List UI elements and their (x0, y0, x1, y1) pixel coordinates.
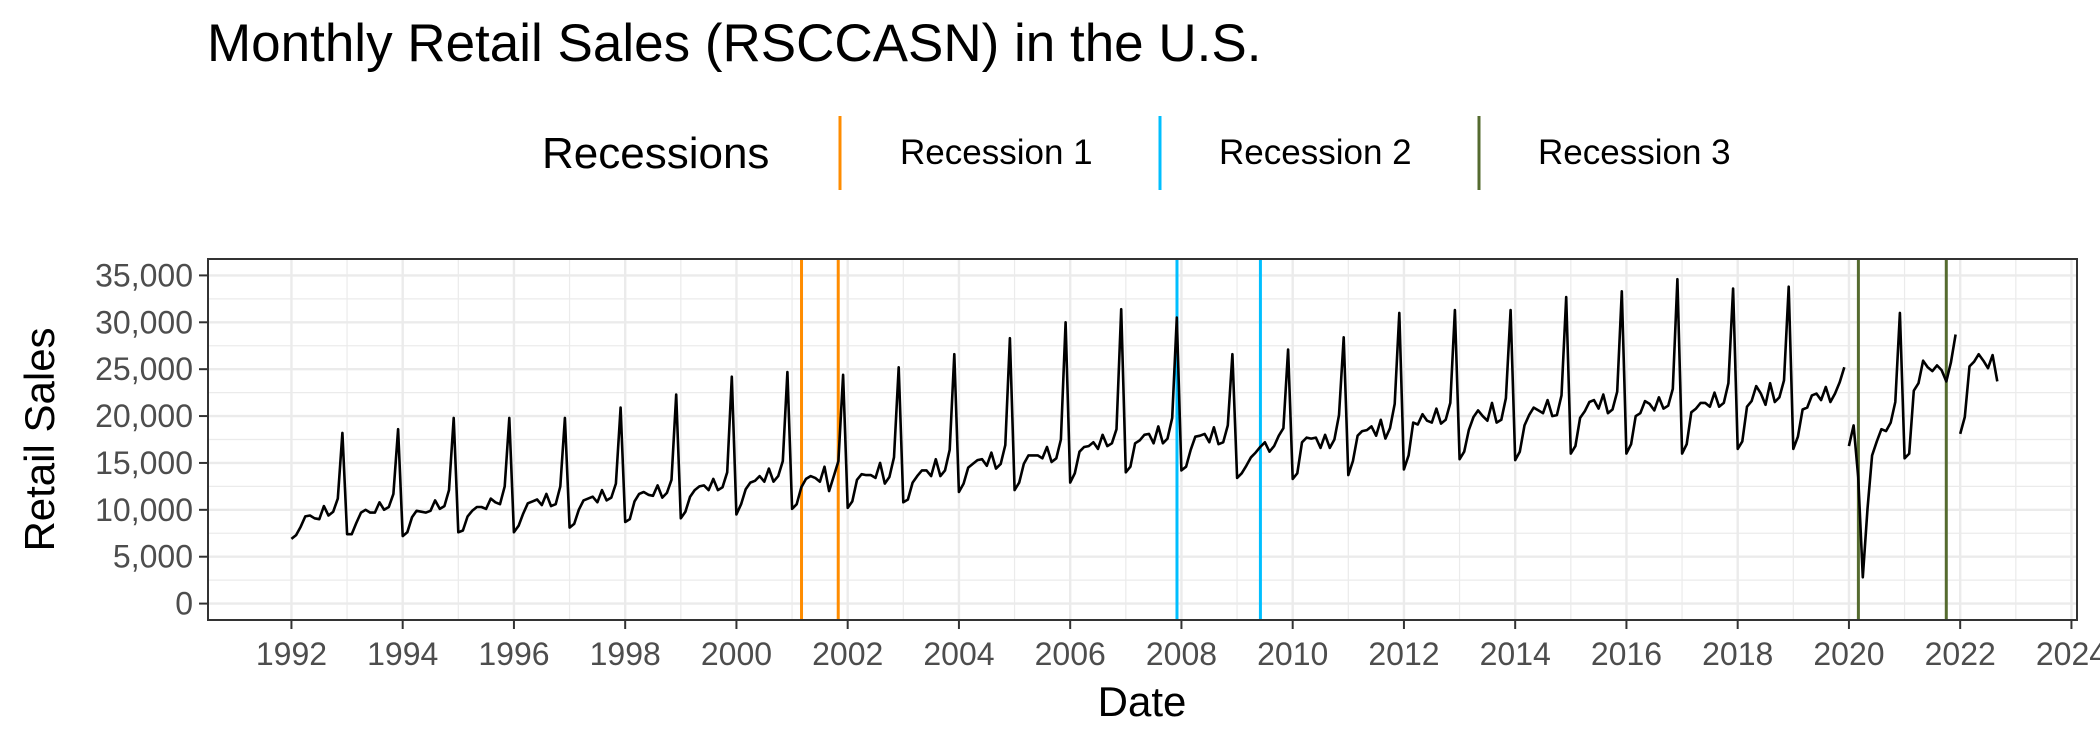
series-line-rsccasn (290, 277, 1999, 579)
y-tick-label: 15,000 (95, 445, 193, 481)
x-tick-label: 2000 (701, 636, 772, 672)
y-axis-title: Retail Sales (16, 327, 63, 551)
chart-title: Monthly Retail Sales (RSCCASN) in the U.… (207, 14, 1261, 73)
x-tick-label: 2020 (1813, 636, 1884, 672)
grid (208, 259, 2077, 620)
x-tick-label: 1996 (478, 636, 549, 672)
y-tick-label: 20,000 (95, 398, 193, 434)
x-tick-label: 2012 (1368, 636, 1439, 672)
x-axis-title: Date (1098, 678, 1187, 725)
x-tick-label: 1998 (590, 636, 661, 672)
x-tick-label: 2010 (1257, 636, 1328, 672)
x-tick-label: 1994 (367, 636, 438, 672)
y-tick-label: 30,000 (95, 304, 193, 340)
x-tick-label: 2022 (1925, 636, 1996, 672)
x-tick-label: 2004 (923, 636, 994, 672)
legend-label-recession-1: Recession 1 (900, 133, 1093, 172)
x-tick-label: 2016 (1591, 636, 1662, 672)
y-tick-label: 0 (175, 586, 193, 622)
x-tick-label: 2006 (1035, 636, 1106, 672)
legend-label-recession-3: Recession 3 (1538, 133, 1731, 172)
y-tick-label: 25,000 (95, 351, 193, 387)
axis-ticks: 1992 1994 1996 1998 2000 2002 2004 2006 2008 2010… (95, 257, 2100, 672)
x-tick-label: 2018 (1702, 636, 1773, 672)
plot-border (207, 258, 2078, 621)
x-tick-label: 1992 (256, 636, 327, 672)
y-tick-label: 35,000 (95, 257, 193, 293)
y-tick-label: 5,000 (113, 539, 193, 575)
legend-label-recession-2: Recession 2 (1219, 133, 1412, 172)
x-tick-label: 2008 (1146, 636, 1217, 672)
x-tick-label: 2002 (812, 636, 883, 672)
y-tick-label: 10,000 (95, 492, 193, 528)
legend-title: Recessions (542, 129, 769, 178)
data-series (290, 277, 1999, 579)
legend: Recessions Recession 1 Recession 2 Reces… (542, 116, 1731, 190)
x-tick-label: 2014 (1480, 636, 1551, 672)
x-tick-label: 2024 (2036, 636, 2100, 672)
